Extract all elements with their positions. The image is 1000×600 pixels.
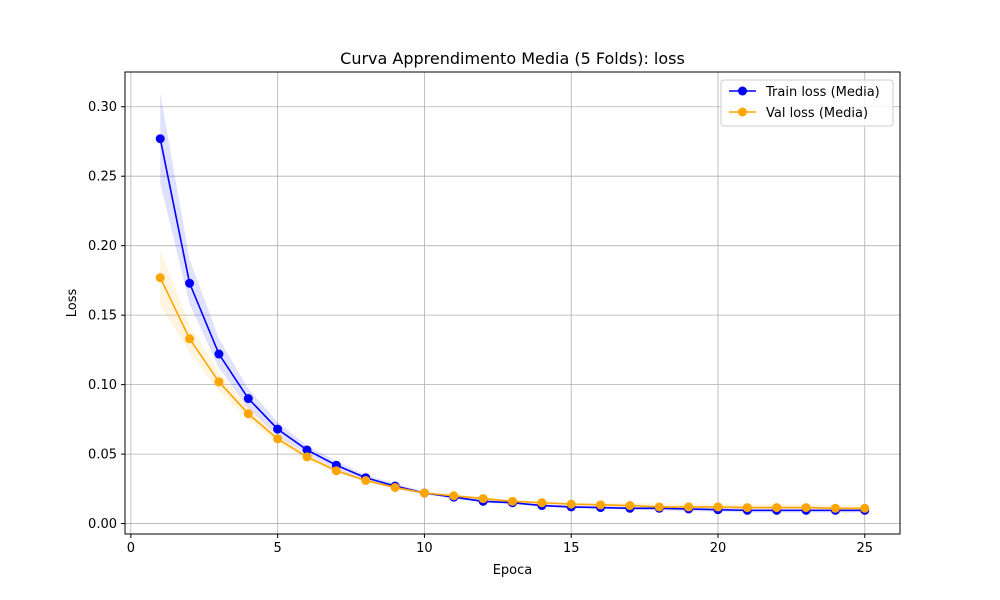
val-loss-point [478, 494, 488, 504]
val-loss-point [273, 434, 283, 444]
val-loss-point [331, 466, 341, 476]
train-loss-point [243, 394, 253, 404]
x-tick-label: 15 [563, 541, 580, 556]
legend-train-label: Train loss (Media) [765, 85, 880, 100]
x-tick-label: 5 [274, 541, 282, 556]
val-loss-point [361, 476, 371, 486]
legend-val-label: Val loss (Media) [766, 106, 868, 121]
val-loss-point [830, 503, 840, 513]
axis-ticks: 0 5 10 15 20 25 0.00 0.05 0.10 0.15 0.20 0.25 0.30 [88, 100, 873, 556]
val-loss-point [566, 499, 576, 509]
legend-train-marker [738, 86, 747, 96]
y-tick-label: 0.20 [88, 239, 117, 254]
val-loss-point [801, 503, 811, 513]
legend-box [720, 79, 894, 127]
val-loss-point [419, 488, 429, 498]
y-tick-label: 0.05 [88, 448, 117, 463]
y-tick-label: 0.30 [88, 100, 117, 115]
val-loss-point [654, 502, 664, 512]
x-axis-label: Epoca [493, 563, 533, 578]
legend: Train loss (Media) Val loss (Media) [720, 79, 894, 127]
y-tick-label: 0.10 [88, 378, 117, 393]
val-loss-point [596, 500, 606, 510]
chart-title: Curva Apprendimento Media (5 Folds): los… [340, 49, 685, 68]
x-tick-label: 10 [416, 541, 433, 556]
plot-frame [124, 71, 901, 535]
series-lines [155, 134, 870, 515]
val-loss-point [742, 503, 752, 513]
val-loss-point [508, 496, 517, 506]
val-loss-point [302, 452, 312, 462]
legend-val-marker [738, 107, 747, 117]
plot-area [125, 72, 900, 534]
grid [125, 72, 900, 534]
val-loss-point [155, 273, 165, 283]
y-tick-label: 0.00 [88, 517, 117, 532]
val-loss-point [243, 409, 253, 419]
y-axis-label: Loss [65, 289, 80, 318]
val-loss-point [860, 503, 870, 513]
val-loss-point [214, 377, 224, 387]
val-loss-point [684, 502, 694, 512]
val-loss-point [713, 502, 723, 512]
train-loss-point [214, 349, 224, 359]
val-loss-point [537, 498, 547, 508]
val-loss-point [390, 482, 400, 492]
train-loss-point [155, 134, 165, 144]
val-loss-point [185, 334, 195, 344]
train-loss-point [302, 445, 312, 455]
x-tick-label: 0 [127, 541, 135, 556]
x-tick-label: 25 [856, 541, 873, 556]
val-loss-point [449, 491, 459, 501]
train-loss-point [185, 278, 195, 288]
val-loss-point [625, 501, 635, 511]
y-tick-label: 0.15 [88, 309, 117, 324]
train-loss-point [273, 424, 283, 434]
val-loss-point [772, 503, 782, 513]
y-tick-label: 0.25 [88, 170, 117, 185]
x-tick-label: 20 [710, 541, 727, 556]
